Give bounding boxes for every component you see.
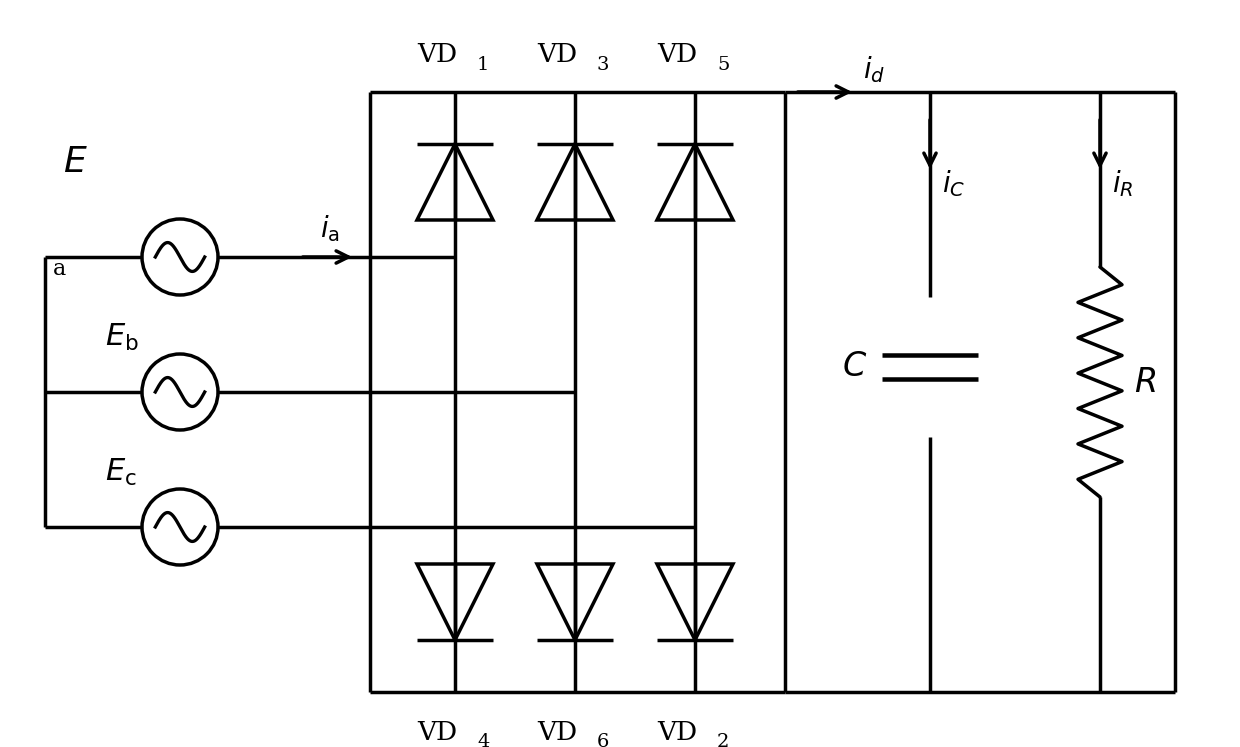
Text: VD: VD — [657, 43, 697, 67]
Text: 4: 4 — [477, 733, 490, 747]
Text: $\mathit{C}$: $\mathit{C}$ — [842, 350, 868, 383]
Text: VD: VD — [417, 719, 458, 745]
Text: $\mathit{E}$: $\mathit{E}$ — [63, 145, 87, 179]
Text: 5: 5 — [717, 56, 729, 74]
Text: 6: 6 — [596, 733, 609, 747]
Text: $\mathit{i}_C$: $\mathit{i}_C$ — [942, 169, 965, 199]
Text: 3: 3 — [596, 56, 610, 74]
Text: VD: VD — [537, 719, 577, 745]
Text: a: a — [53, 258, 67, 280]
Text: $\mathit{i}_R$: $\mathit{i}_R$ — [1112, 169, 1133, 199]
Text: $\mathit{E}_{\mathrm{b}}$: $\mathit{E}_{\mathrm{b}}$ — [105, 321, 139, 353]
Text: 1: 1 — [477, 56, 490, 74]
Text: VD: VD — [657, 719, 697, 745]
Text: VD: VD — [537, 43, 577, 67]
Text: VD: VD — [417, 43, 458, 67]
Text: $\mathit{R}$: $\mathit{R}$ — [1135, 365, 1156, 398]
Text: 2: 2 — [717, 733, 729, 747]
Text: $\mathit{i}_{\mathrm{a}}$: $\mathit{i}_{\mathrm{a}}$ — [320, 214, 340, 244]
Text: $\mathit{i}_d$: $\mathit{i}_d$ — [863, 55, 885, 85]
Text: $\mathit{E}_{\mathrm{c}}$: $\mathit{E}_{\mathrm{c}}$ — [105, 456, 136, 488]
